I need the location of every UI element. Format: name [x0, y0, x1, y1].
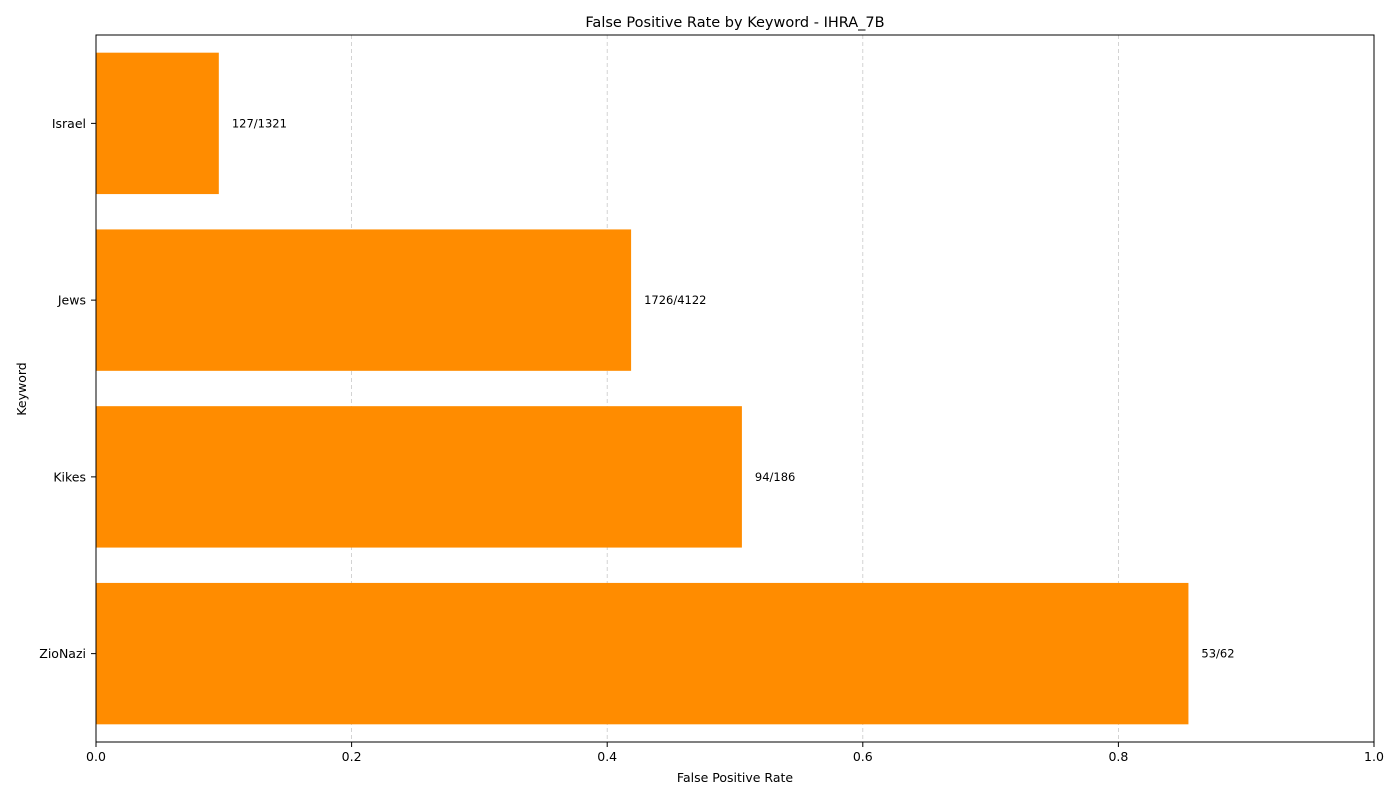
x-tick-label: 0.6: [853, 749, 873, 764]
bar-jews: [96, 229, 632, 371]
y-axis: Israel Jews Kikes ZioNazi: [39, 116, 96, 661]
y-tick-label-israel: Israel: [52, 116, 86, 131]
data-label-zionazi: 53/62: [1201, 647, 1234, 661]
x-axis: 0.0 0.2 0.4 0.6 0.8 1.0: [86, 742, 1384, 764]
y-tick-label-kikes: Kikes: [53, 469, 86, 484]
x-tick-label: 0.4: [597, 749, 617, 764]
data-labels: 127/1321 1726/4122 94/186 53/62: [232, 116, 1235, 660]
x-tick-label: 1.0: [1364, 749, 1384, 764]
chart-title: False Positive Rate by Keyword - IHRA_7B: [585, 15, 884, 31]
data-label-jews: 1726/4122: [644, 293, 706, 307]
y-tick-label-zionazi: ZioNazi: [39, 646, 86, 661]
x-tick-label: 0.2: [342, 749, 362, 764]
y-axis-label: Keyword: [14, 362, 29, 415]
bar-kikes: [96, 406, 742, 548]
data-label-kikes: 94/186: [755, 470, 795, 484]
plot-frame: [95, 34, 1375, 743]
bars: [96, 52, 1189, 725]
y-tick-label-jews: Jews: [57, 293, 86, 308]
x-tick-label: 0.0: [86, 749, 106, 764]
bar-zionazi: [96, 582, 1189, 725]
bar-israel: [96, 52, 219, 195]
x-tick-label: 0.8: [1108, 749, 1128, 764]
x-axis-label: False Positive Rate: [677, 770, 793, 785]
data-label-israel: 127/1321: [232, 116, 287, 130]
